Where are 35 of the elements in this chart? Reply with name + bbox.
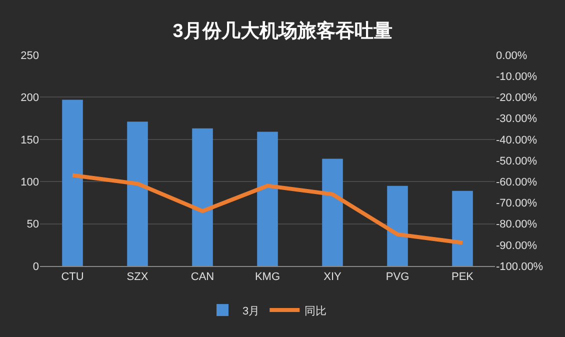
bar xyxy=(387,186,408,266)
legend-label: 3月 xyxy=(242,305,260,318)
y-tick-label: 50 xyxy=(26,218,39,231)
y-tick-label: 0 xyxy=(32,260,39,273)
x-tick-label: CTU xyxy=(61,271,84,284)
y-tick-label: 200 xyxy=(20,92,39,104)
x-tick-label: PEK xyxy=(451,271,474,284)
y2-tick-label: -20.00% xyxy=(496,92,538,104)
legend-label: 同比 xyxy=(304,304,327,318)
chart-title: 3月份几大机场旅客吞吐量 xyxy=(172,20,392,42)
x-tick-label: CAN xyxy=(190,271,214,284)
bar xyxy=(62,100,83,266)
x-tick-label: XIY xyxy=(324,271,342,284)
y2-tick-label: -40.00% xyxy=(496,134,538,146)
y2-tick-label: -10.00% xyxy=(496,70,538,83)
y2-tick-label: -30.00% xyxy=(496,113,538,126)
y2-tick-label: 0.00% xyxy=(496,50,528,62)
x-tick-label: SZX xyxy=(126,271,149,284)
y2-tick-label: -50.00% xyxy=(496,155,538,168)
y2-tick-label: -60.00% xyxy=(496,176,538,188)
y2-tick-label: -90.00% xyxy=(496,240,538,252)
y2-tick-label: -70.00% xyxy=(496,198,538,210)
y-tick-label: 250 xyxy=(20,50,39,62)
y2-tick-label: -80.00% xyxy=(496,218,538,231)
x-tick-label: KMG xyxy=(254,271,280,284)
bar xyxy=(322,158,343,266)
y-tick-label: 100 xyxy=(20,176,39,188)
y2-tick-label: -100.00% xyxy=(496,260,544,273)
x-tick-label: PVG xyxy=(386,271,410,284)
bar xyxy=(257,132,278,266)
y-tick-label: 150 xyxy=(20,134,39,146)
line-series xyxy=(70,173,464,245)
bar xyxy=(192,128,213,266)
bar xyxy=(127,122,148,266)
bar xyxy=(452,190,473,266)
